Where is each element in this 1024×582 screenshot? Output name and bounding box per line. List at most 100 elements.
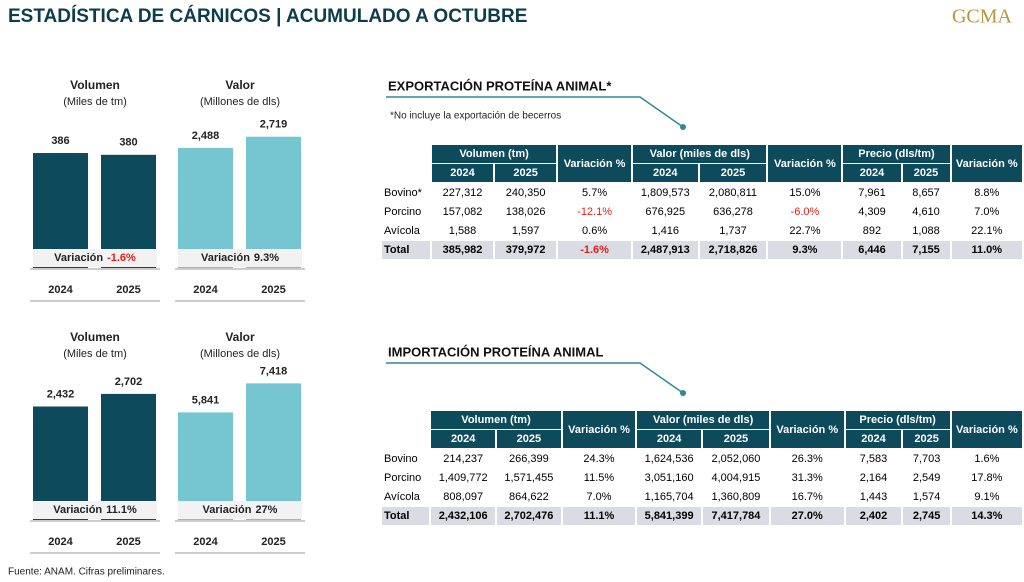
- header-row: Volumen (tm) Variación % Valor (miles de d…: [382, 145, 1022, 182]
- cell: 5,841,399: [637, 507, 701, 525]
- chart-title: Volumen: [70, 330, 120, 344]
- cell: 1,597: [511, 225, 540, 237]
- cell: 379,972: [495, 241, 557, 259]
- row-label: Bovino*: [384, 187, 422, 199]
- cell: 808,097: [443, 491, 484, 503]
- group-header: Precio (dls/tm): [845, 411, 950, 429]
- header-row: 2024 2025 2024 2025 2024 2025: [382, 164, 1022, 182]
- table-note: *No incluye la exportación de becerros: [390, 111, 561, 122]
- year-header: 2025: [699, 164, 767, 182]
- group-header: Variación %: [951, 145, 1022, 182]
- footer: Fuente: ANAM. Cifras preliminares.: [8, 567, 165, 578]
- cell: 2,702,476: [497, 507, 561, 525]
- group-header: Volumen (tm): [431, 411, 561, 429]
- variation-note: Variación 11.1%: [53, 504, 137, 516]
- variation-label: Variación: [201, 252, 250, 264]
- cell: 1,443: [859, 491, 888, 503]
- x-tick-label: 2024: [48, 536, 73, 548]
- cell: 0.6%: [582, 225, 608, 237]
- variation-label: Variación: [203, 504, 252, 516]
- data-row: Avícola 1,588 1,597 0.6% 1,416 1,737 22.7% 892 1…: [382, 222, 1022, 240]
- cell: 138,026: [505, 206, 546, 218]
- table-title: EXPORTACIÓN PROTEÍNA ANIMAL*: [388, 78, 612, 93]
- cell: 8.8%: [974, 187, 1000, 199]
- chart-subtitle: (Millones de dls): [200, 96, 280, 108]
- group-header: Variación %: [768, 145, 842, 182]
- cell: 1.6%: [974, 453, 1000, 465]
- value-label: 386: [51, 135, 69, 147]
- slide-title: ESTADÍSTICA DE CÁRNICOS | ACUMULADO A OC…: [8, 5, 527, 27]
- cell: 1,737: [719, 225, 747, 237]
- cell: 385,982: [432, 241, 494, 259]
- data-row: Avícola 808,097 864,622 7.0% 1,165,704 1,360,…: [382, 488, 1022, 506]
- cell: 157,082: [442, 206, 483, 218]
- cell: 1,409,772: [438, 472, 488, 484]
- cell: 11.5%: [583, 472, 615, 484]
- cell: 4,610: [912, 206, 940, 218]
- year-header: 2025: [902, 164, 950, 182]
- cell: 4,004,915: [711, 472, 761, 484]
- value-label: 7,418: [260, 365, 288, 377]
- cell: 2,549: [912, 472, 941, 484]
- variation-note: Variación 9.3%: [201, 252, 279, 264]
- data-row: Porcino 157,082 138,026 -12.1% 676,925 636,27…: [382, 203, 1022, 221]
- year-header: 2025: [495, 164, 557, 182]
- cell: 7,155: [902, 241, 950, 259]
- variation-value: 9.3%: [254, 252, 279, 264]
- variation-box: [33, 501, 157, 519]
- cell: 864,622: [508, 491, 549, 503]
- cell: 1,574: [912, 491, 941, 503]
- cell: 1,416: [651, 225, 680, 237]
- group-header: Variación %: [951, 411, 1022, 448]
- cell: 2,718,826: [699, 241, 767, 259]
- row-label: Porcino: [384, 206, 422, 218]
- row-label: Total: [382, 241, 431, 259]
- cell: 9.3%: [768, 241, 842, 259]
- table: Volumen (tm) Variación % Valor (miles de d…: [380, 410, 1024, 526]
- cell: 31.3%: [791, 472, 823, 484]
- value-label: 380: [119, 137, 137, 149]
- cell: 11.1%: [562, 507, 636, 525]
- cell: 15.0%: [789, 187, 821, 199]
- x-tick-label: 2025: [261, 284, 285, 296]
- year-header: 2025: [702, 430, 769, 448]
- year-header: 2024: [633, 164, 698, 182]
- row-label: Avícola: [384, 491, 420, 503]
- row-label: Avícola: [384, 225, 420, 237]
- x-tick-label: 2024: [48, 284, 73, 296]
- cell: 266,399: [508, 453, 549, 465]
- header-row: 2024 2025 2024 2025 2024 2025: [382, 430, 1022, 448]
- year-header: 2025: [903, 430, 950, 448]
- cell: 214,237: [443, 453, 484, 465]
- x-tick-label: 2025: [116, 284, 140, 296]
- bar: [178, 147, 233, 268]
- value-label: 2,432: [47, 388, 75, 400]
- group-header: Variación %: [770, 411, 844, 448]
- table-title: IMPORTACIÓN PROTEÍNA ANIMAL: [388, 344, 604, 359]
- cell: -1.6%: [558, 241, 632, 259]
- cell: 1,088: [912, 225, 940, 237]
- chart-subtitle: (Miles de tm): [63, 348, 127, 360]
- cell: 24.3%: [583, 453, 615, 465]
- value-label: 2,702: [115, 376, 143, 388]
- bar: [101, 393, 156, 520]
- cell: 2,052,060: [711, 453, 761, 465]
- year-header: 2024: [431, 430, 496, 448]
- value-label: 2,488: [192, 130, 220, 142]
- chart-title: Valor: [225, 330, 255, 344]
- row-label: Total: [382, 507, 430, 525]
- year-header: 2024: [845, 430, 902, 448]
- variation-note: Variación 27%: [203, 504, 278, 516]
- cell: 2,745: [903, 507, 950, 525]
- cell: 7,417,784: [702, 507, 769, 525]
- x-tick-label: 2024: [193, 284, 218, 296]
- x-tick-label: 2025: [261, 536, 285, 548]
- cell: 2,487,913: [633, 241, 698, 259]
- chart-subtitle: (Miles de tm): [63, 96, 127, 108]
- data-row: Bovino 214,237 266,399 24.3% 1,624,536 2,052,…: [382, 450, 1022, 468]
- cell: 1,571,455: [504, 472, 554, 484]
- data-row: Bovino* 227,312 240,350 5.7% 1,809,573 2,080,…: [382, 184, 1022, 202]
- group-header: Precio (dls/tm): [843, 145, 950, 163]
- cell: 676,925: [645, 206, 686, 218]
